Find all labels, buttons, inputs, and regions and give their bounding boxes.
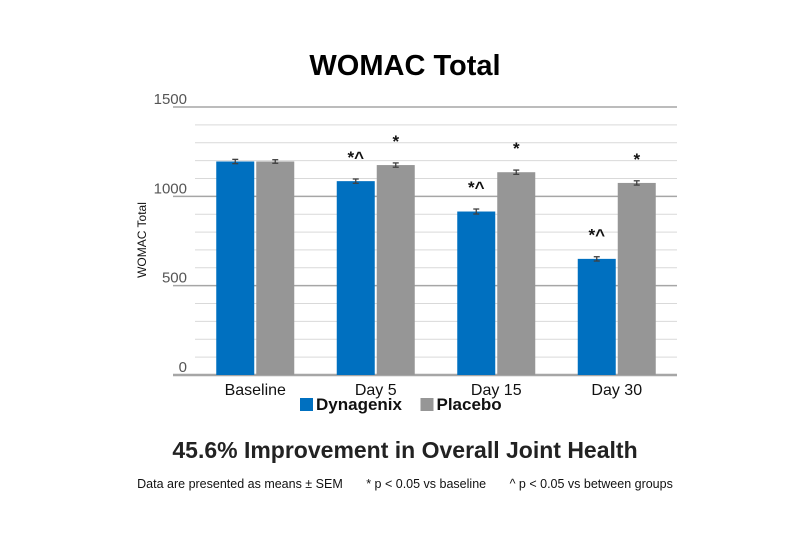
x-axis-categories: Baseline Day 5 Day 15 Day 30 xyxy=(225,382,643,399)
legend-label-dynagenix: Dynagenix xyxy=(316,395,403,414)
bar-dynagenix-day-15 xyxy=(457,211,496,375)
error-bar xyxy=(392,162,399,168)
x-category-label: Day 30 xyxy=(591,382,642,399)
significance-label: *^ xyxy=(468,178,485,197)
footnotes: Data are presented as means ± SEM * p < … xyxy=(0,477,810,491)
error-bar xyxy=(593,256,600,262)
significance-annotations: *^ * *^ * *^ * xyxy=(347,132,640,245)
bar-placebo-day-15 xyxy=(497,172,536,375)
error-bar xyxy=(633,180,640,186)
error-bar xyxy=(473,208,480,215)
x-category-label: Day 5 xyxy=(355,382,397,399)
significance-label: * xyxy=(633,150,640,169)
error-bars xyxy=(232,158,640,262)
x-category-label: Day 15 xyxy=(471,382,522,399)
error-bar xyxy=(513,169,520,176)
significance-label: *^ xyxy=(347,148,364,167)
baseline-note: * p < 0.05 vs baseline xyxy=(366,477,487,491)
significance-label: *^ xyxy=(588,226,605,245)
bar-placebo-baseline xyxy=(256,161,295,375)
legend-swatch-placebo xyxy=(420,398,434,411)
bar-dynagenix-day-30 xyxy=(577,258,616,375)
bar-placebo-day-30 xyxy=(617,182,656,375)
data-note: Data are presented as means ± SEM xyxy=(137,477,343,491)
bar-dynagenix-baseline xyxy=(216,161,255,375)
significance-label: * xyxy=(392,132,399,151)
y-axis-ticks: 0 500 1000 1500 xyxy=(154,91,187,376)
y-tick-label: 1500 xyxy=(154,91,187,108)
womac-bar-chart: WOMAC Total 0 500 1000 1500 *^ * *^ * *^ * Basel… xyxy=(135,50,677,414)
chart-title: WOMAC Total xyxy=(309,50,500,82)
y-axis-title: WOMAC Total xyxy=(135,202,149,278)
legend: Dynagenix Placebo xyxy=(300,395,502,414)
bar-placebo-day-5 xyxy=(376,165,415,375)
y-tick-label: 500 xyxy=(162,270,187,287)
y-tick-label: 1000 xyxy=(154,180,187,197)
error-bar xyxy=(232,158,239,165)
bar-dynagenix-day-5 xyxy=(336,181,375,375)
error-bar xyxy=(272,159,279,164)
legend-swatch-dynagenix xyxy=(300,398,313,411)
significance-label: * xyxy=(513,139,520,158)
bars xyxy=(216,161,656,375)
headline: 45.6% Improvement in Overall Joint Healt… xyxy=(172,437,638,463)
legend-label-placebo: Placebo xyxy=(437,395,502,414)
between-note: ^ p < 0.05 vs between groups xyxy=(509,477,673,491)
y-tick-label: 0 xyxy=(179,359,187,376)
x-category-label: Baseline xyxy=(225,382,286,399)
error-bar xyxy=(352,178,359,184)
